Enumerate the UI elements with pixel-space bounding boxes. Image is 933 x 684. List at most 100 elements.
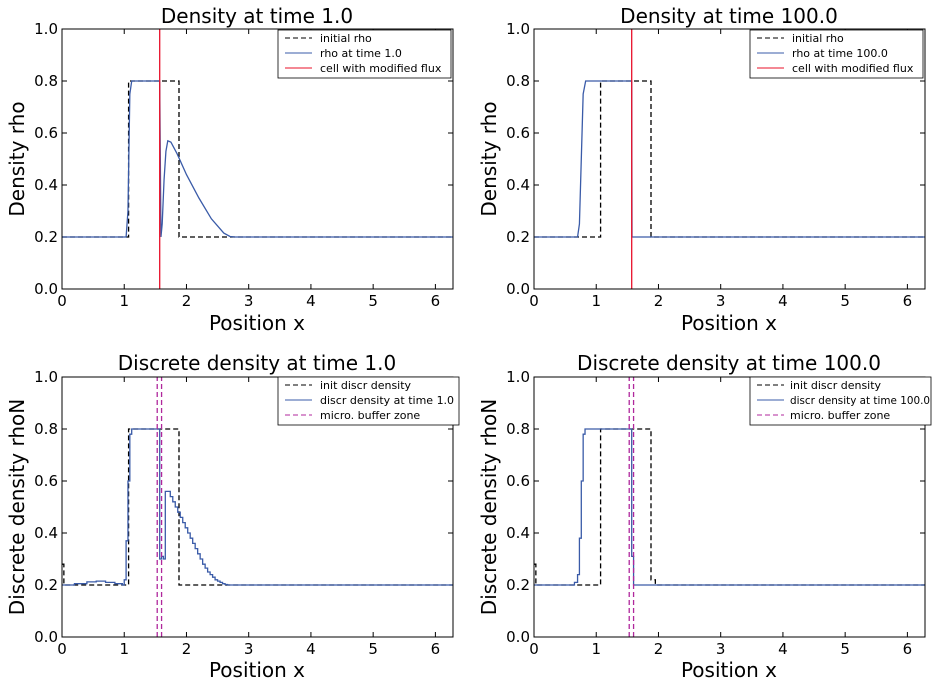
x-tick-label: 4	[778, 640, 788, 658]
series-init-discr-density	[62, 428, 453, 586]
x-tick-label: 1	[591, 640, 601, 658]
plot-marks	[534, 377, 925, 637]
plot-frame	[61, 376, 454, 638]
y-tick-label: 0.2	[506, 228, 530, 246]
x-tick-label: 6	[903, 640, 913, 658]
plot-frame	[61, 28, 454, 290]
legend-entry-init-discr: init discr density	[790, 379, 882, 392]
legend-entry-initial-rho: initial rho	[792, 32, 844, 45]
legend-entry-buffer-zone: micro. buffer zone	[790, 409, 890, 422]
legend-box	[749, 29, 924, 79]
panel-discrete-density-time-100: Discrete density at time 100.0 Position …	[477, 351, 932, 682]
legend-entry-modified-flux: cell with modified flux	[792, 62, 914, 75]
chart-title: Discrete density at time 100.0	[577, 351, 881, 375]
x-tick-label: 2	[654, 292, 664, 310]
x-axis-label: Position x	[681, 658, 777, 682]
legend: initial rho rho at time 100.0 cell with …	[749, 29, 924, 79]
y-tick-label: 0.0	[506, 280, 530, 298]
legend-box	[277, 376, 460, 426]
legend-entry-init-discr: init discr density	[320, 379, 412, 392]
legend-box	[749, 376, 932, 426]
x-tick-label: 2	[182, 292, 192, 310]
series-initial-rho	[62, 80, 453, 238]
y-tick-label: 0.8	[506, 72, 530, 90]
series-discr-density-at-time-1-0	[62, 428, 453, 586]
x-tick-label: 0	[529, 292, 539, 310]
y-tick-label: 0.2	[34, 576, 58, 594]
tick-group: 0 1 2 3 4 5 6 0.0 0.2 0.4 0.6 0.8 1.0	[506, 368, 925, 658]
x-tick-label: 2	[654, 640, 664, 658]
legend-entry-rho-time: rho at time 100.0	[792, 47, 888, 60]
tick-group: 0 1 2 3 4 5 6 0.0 0.2 0.4 0.6 0.8 1.0	[34, 20, 453, 310]
series-init-discr-density	[534, 428, 925, 586]
y-tick-label: 0.8	[506, 420, 530, 438]
y-tick-label: 1.0	[506, 20, 530, 38]
x-tick-label: 3	[244, 292, 254, 310]
legend-entry-modified-flux: cell with modified flux	[320, 62, 442, 75]
x-tick-label: 1	[591, 292, 601, 310]
chart-title: Density at time 1.0	[161, 4, 353, 28]
plot-marks	[534, 29, 925, 289]
x-tick-label: 1	[119, 292, 129, 310]
x-tick-label: 3	[716, 292, 726, 310]
x-tick-label: 0	[57, 292, 67, 310]
y-tick-label: 0.8	[34, 72, 58, 90]
y-tick-label: 0.4	[34, 176, 58, 194]
legend-entry-discr-time: discr density at time 100.0	[790, 394, 930, 407]
x-tick-label: 6	[903, 292, 913, 310]
y-tick-label: 0.4	[506, 176, 530, 194]
x-axis-label: Position x	[209, 658, 305, 682]
chart-title: Discrete density at time 1.0	[118, 351, 396, 375]
y-axis-label: Density rho	[5, 101, 29, 216]
y-tick-label: 0.6	[506, 472, 530, 490]
panel-discrete-density-time-1: Discrete density at time 1.0 Position x …	[5, 351, 460, 682]
y-tick-label: 0.8	[34, 420, 58, 438]
chart-title: Density at time 100.0	[620, 4, 838, 28]
x-tick-label: 5	[368, 640, 378, 658]
y-tick-label: 1.0	[34, 368, 58, 386]
x-tick-label: 3	[716, 640, 726, 658]
y-tick-label: 0.0	[506, 628, 530, 646]
y-axis-label: Density rho	[477, 101, 501, 216]
legend: init discr density discr density at time…	[749, 376, 932, 426]
panel-density-time-100: Density at time 100.0 Position x Density…	[477, 4, 926, 335]
y-tick-label: 0.6	[34, 124, 58, 142]
legend: init discr density discr density at time…	[277, 376, 460, 426]
series-discr-density-at-time-100-0	[534, 428, 925, 586]
legend-entry-buffer-zone: micro. buffer zone	[320, 409, 420, 422]
panel-density-time-1: Density at time 1.0 Position x Density r…	[5, 4, 454, 335]
series-rho-at-time-100-0	[534, 80, 925, 238]
x-tick-label: 5	[840, 292, 850, 310]
plot-frame	[533, 376, 926, 638]
y-tick-label: 1.0	[34, 20, 58, 38]
x-tick-label: 5	[368, 292, 378, 310]
x-tick-label: 5	[840, 640, 850, 658]
x-tick-label: 4	[778, 292, 788, 310]
x-axis-label: Position x	[681, 311, 777, 335]
x-tick-label: 2	[182, 640, 192, 658]
x-axis-label: Position x	[209, 311, 305, 335]
y-tick-label: 0.2	[506, 576, 530, 594]
y-tick-label: 0.0	[34, 280, 58, 298]
plot-frame	[533, 28, 926, 290]
x-tick-label: 4	[306, 292, 316, 310]
legend-entry-rho-time: rho at time 1.0	[320, 47, 402, 60]
y-axis-label: Discrete density rhoN	[5, 399, 29, 615]
legend-entry-initial-rho: initial rho	[320, 32, 372, 45]
y-tick-label: 0.0	[34, 628, 58, 646]
x-tick-label: 3	[244, 640, 254, 658]
series-rho-at-time-1-0	[62, 80, 453, 238]
y-tick-label: 0.2	[34, 228, 58, 246]
legend: initial rho rho at time 1.0 cell with mo…	[277, 29, 452, 79]
plot-marks	[62, 29, 453, 289]
x-tick-label: 4	[306, 640, 316, 658]
x-tick-label: 1	[119, 640, 129, 658]
y-axis-label: Discrete density rhoN	[477, 399, 501, 615]
y-tick-label: 0.6	[34, 472, 58, 490]
tick-group: 0 1 2 3 4 5 6 0.0 0.2 0.4 0.6 0.8 1.0	[506, 20, 925, 310]
x-tick-label: 6	[431, 640, 441, 658]
y-tick-label: 0.4	[506, 524, 530, 542]
legend-box	[277, 29, 452, 79]
x-tick-label: 0	[529, 640, 539, 658]
